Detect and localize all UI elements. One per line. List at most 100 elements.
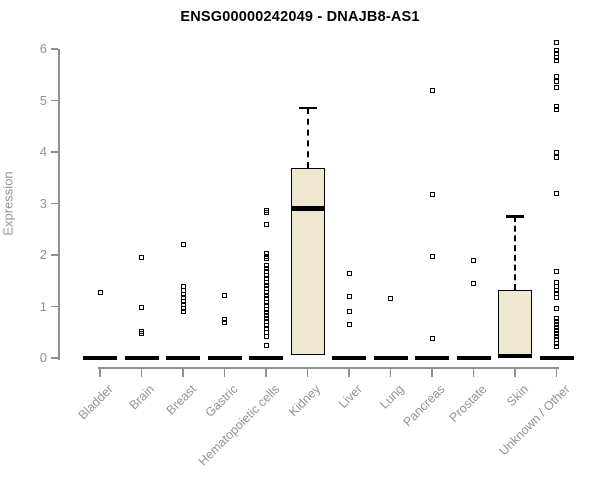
median-line [83,355,117,361]
outlier-point [346,270,352,276]
x-axis-tick [99,368,101,377]
outlier-point [222,292,227,298]
outlier-point [263,286,269,292]
outlier-point [263,333,269,339]
outlier-point [554,337,559,343]
x-tick-label: Breast [163,382,199,418]
outlier-point [554,325,559,331]
outlier-point [554,104,559,110]
median-line [415,355,449,361]
outlier-point [429,87,435,93]
x-axis-tick [472,368,475,377]
median-line [539,355,574,361]
median-line [249,355,283,361]
x-axis-tick [306,368,309,377]
outlier-point [139,255,144,261]
median-line [207,355,242,361]
x-tick-label: Bladder [75,382,116,423]
outlier-point [97,289,103,295]
x-axis-tick [555,368,558,377]
x-tick-label: Gastric [202,382,241,420]
median-line [124,355,159,361]
y-tick-label: 1 [39,298,47,314]
x-axis-tick [223,368,226,377]
outlier-point [263,262,269,268]
outlier-point [554,84,559,90]
x-axis-tick [182,368,184,377]
outlier-point [263,316,269,322]
median-line [332,355,366,361]
x-tick-label: Lung [376,382,407,412]
y-tick-label: 2 [39,247,47,262]
median-line [373,355,408,361]
median-line [166,355,200,361]
outlier-point [554,334,559,340]
outlier-point [263,293,269,299]
y-tick-label: 4 [39,144,47,159]
outlier-point [554,328,559,334]
x-tick-label: Prostate [446,382,490,425]
x-axis-tick [348,368,350,377]
y-axis-tick [51,305,58,308]
outlier-point [346,309,352,315]
outlier-point [263,342,269,348]
y-axis-tick [51,48,58,50]
x-tick-label: Kidney [286,382,324,419]
whisker-cap [298,106,317,110]
outlier-point [263,221,269,227]
outlier-point [554,331,559,337]
outlier-point [263,323,269,329]
outlier-point [554,340,559,346]
y-axis-tick [51,202,58,205]
outlier-point [554,40,559,46]
outlier-point [263,256,269,262]
outlier-point [554,343,559,349]
outlier-point [554,315,559,321]
y-tick-label: 0 [39,350,47,365]
outlier-point [388,296,393,302]
outlier-point [554,294,559,300]
outlier-point [554,318,559,324]
outlier-point [429,191,435,197]
outlier-point [263,251,269,257]
whisker-line [306,108,309,169]
outlier-point [554,305,559,311]
outlier-point [554,106,559,112]
y-axis-line [58,49,60,360]
outlier-point [222,317,227,323]
x-tick-label: Skin [503,382,531,410]
outlier-point [471,280,476,286]
outlier-point [139,328,144,334]
y-tick-label: 5 [39,92,47,108]
outlier-point [554,79,559,85]
whisker-line [514,216,516,291]
median-line [498,353,532,359]
outlier-point [139,331,144,337]
outlier-point [222,319,227,325]
x-axis-tick [389,368,392,377]
outlier-point [346,293,352,299]
median-line [456,355,491,361]
outlier-point [554,190,559,196]
x-tick-label: Liver [335,382,365,412]
y-axis-tick [51,151,58,153]
y-tick-label: 6 [39,41,47,56]
outlier-point [429,253,435,259]
x-tick-label: Hematopoietic cells [195,382,282,469]
x-tick-label: Brain [126,382,158,413]
x-axis-line [98,367,559,369]
box [498,290,532,357]
outlier-point [180,306,186,312]
x-axis-tick [514,368,516,377]
x-tick-label: Pancreas [400,382,448,430]
x-axis-tick [265,368,267,377]
x-axis-tick [431,368,433,377]
outlier-point [554,58,559,64]
median-line [290,206,325,211]
y-axis-tick [51,357,58,359]
outlier-point [139,305,144,311]
outlier-point [263,313,269,319]
x-axis-tick [140,368,143,377]
outlier-point [346,321,352,327]
